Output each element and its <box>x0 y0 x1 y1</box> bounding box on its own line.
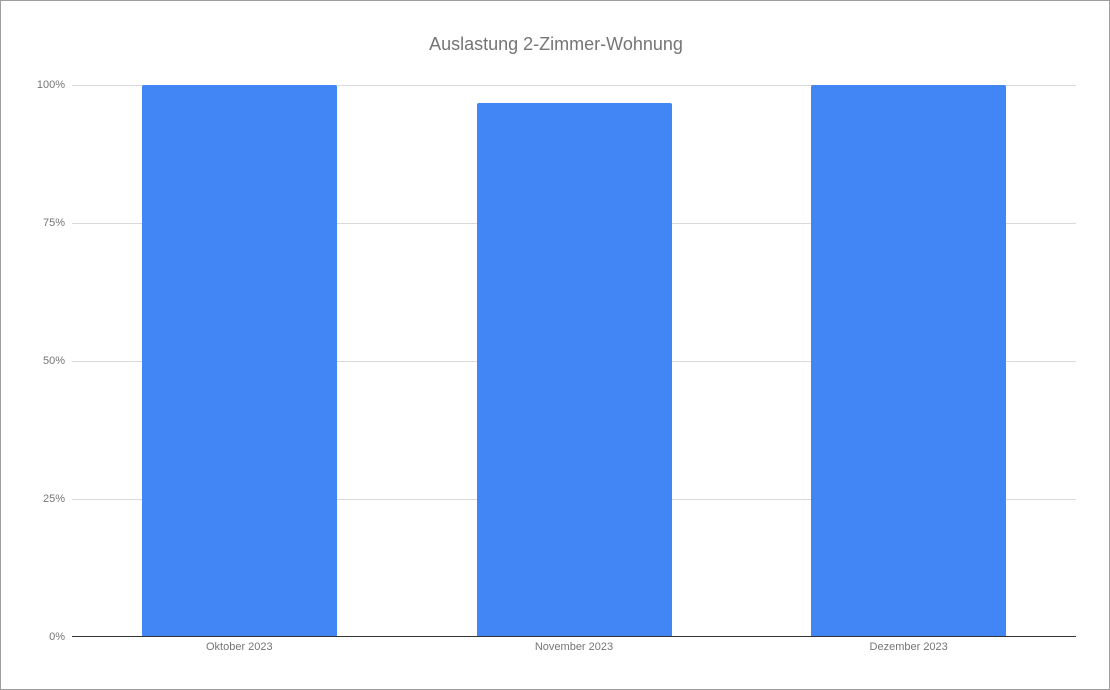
plot-area: 0% 25% 50% 75% 100% Oktober 2023 November 2023… <box>37 79 1076 653</box>
bar[interactable] <box>476 103 672 637</box>
bar[interactable] <box>141 85 337 637</box>
x-axis-line <box>72 636 1076 637</box>
y-tick-label: 50% <box>42 355 65 367</box>
gridline <box>72 85 1076 86</box>
y-tick-label: 0% <box>49 631 65 643</box>
x-tick-label: Dezember 2023 <box>869 641 948 653</box>
y-tick-label: 75% <box>42 217 65 229</box>
chart-title: Auslastung 2-Zimmer-Wohnung <box>429 34 683 54</box>
x-tick-label: Oktober 2023 <box>206 641 273 653</box>
bar[interactable] <box>811 85 1007 637</box>
y-tick-label: 100% <box>36 79 65 91</box>
y-tick-label: 25% <box>42 493 65 505</box>
x-tick-label: November 2023 <box>534 641 614 653</box>
